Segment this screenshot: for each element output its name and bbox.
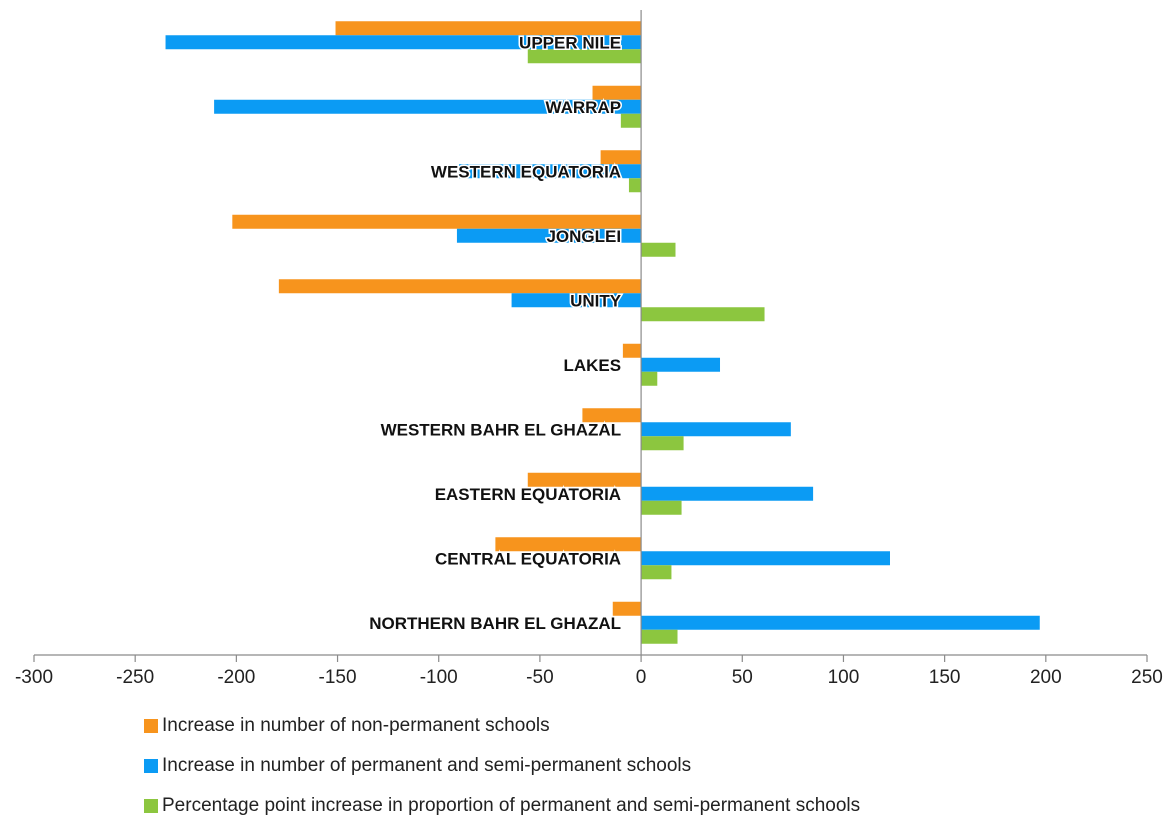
bar	[628, 178, 642, 193]
x-tick-label: -200	[217, 667, 255, 688]
bar	[335, 21, 642, 36]
category-label: JONGLEI	[546, 227, 621, 246]
category-label: WARRAP	[546, 98, 622, 117]
bar	[622, 343, 642, 358]
x-tick-label: 100	[828, 667, 860, 688]
category-label: EASTERN EQUATORIA	[435, 485, 621, 504]
bar	[641, 422, 791, 437]
x-tick-label: -150	[319, 667, 357, 688]
bar	[527, 49, 642, 64]
bar	[600, 150, 642, 165]
bar	[641, 486, 814, 501]
legend-label: Increase in number of permanent and semi…	[162, 755, 692, 776]
bar	[527, 472, 642, 487]
bar	[641, 551, 890, 566]
legend: Increase in number of non-permanent scho…	[144, 715, 1164, 836]
bar	[165, 35, 642, 50]
chart-svg: -300 -250 -200 -150 -100 -50 0 50 100 150 200 250 UP…	[15, 10, 1163, 688]
x-tick-label: 250	[1131, 667, 1163, 688]
bar	[641, 615, 1040, 630]
x-tick-label: 200	[1030, 667, 1062, 688]
category-label: UNITY	[570, 291, 622, 310]
category-label: CENTRAL EQUATORIA	[435, 549, 621, 568]
legend-item: Increase in number of permanent and semi…	[144, 755, 1164, 776]
bar	[592, 85, 642, 100]
bars	[165, 21, 1040, 644]
category-label: LAKES	[563, 356, 621, 375]
bar	[620, 113, 642, 128]
bar	[612, 601, 642, 616]
x-tick-label: -250	[116, 667, 154, 688]
category-label: NORTHERN BAHR EL GHAZAL	[369, 614, 621, 633]
x-tick-label: -50	[526, 667, 553, 688]
legend-label: Increase in number of non-permanent scho…	[162, 715, 550, 736]
bar	[458, 164, 642, 179]
legend-item: Increase in number of non-permanent scho…	[144, 715, 1164, 736]
category-label: WESTERN BAHR EL GHAZAL	[381, 420, 622, 439]
legend-item: Percentage point increase in proportion …	[144, 795, 1164, 816]
bar	[641, 371, 658, 386]
bar	[278, 279, 642, 294]
legend-label: Percentage point increase in proportion …	[162, 795, 861, 816]
legend-swatch	[144, 799, 158, 813]
bar	[511, 293, 642, 308]
bar	[641, 357, 721, 372]
category-label: UPPER NILE	[519, 33, 621, 52]
bar	[232, 214, 642, 229]
bar	[582, 408, 642, 423]
category-label: WESTERN EQUATORIA	[431, 162, 621, 181]
x-tick-label: 50	[732, 667, 753, 688]
legend-swatch	[144, 759, 158, 773]
bar	[641, 307, 765, 322]
legend-swatch	[144, 719, 158, 733]
bar	[641, 242, 676, 257]
bar	[641, 500, 682, 515]
bar	[641, 436, 684, 451]
x-tick-label: 150	[929, 667, 961, 688]
bar	[641, 629, 678, 644]
bar	[214, 99, 642, 114]
x-tick-label: -100	[420, 667, 458, 688]
bar	[641, 565, 672, 580]
bar	[456, 228, 642, 243]
bar	[495, 537, 642, 552]
x-tick-label: -300	[15, 667, 53, 688]
x-tick-label: 0	[636, 667, 647, 688]
chart: -300 -250 -200 -150 -100 -50 0 50 100 150 200 250 UP…	[15, 10, 1163, 688]
